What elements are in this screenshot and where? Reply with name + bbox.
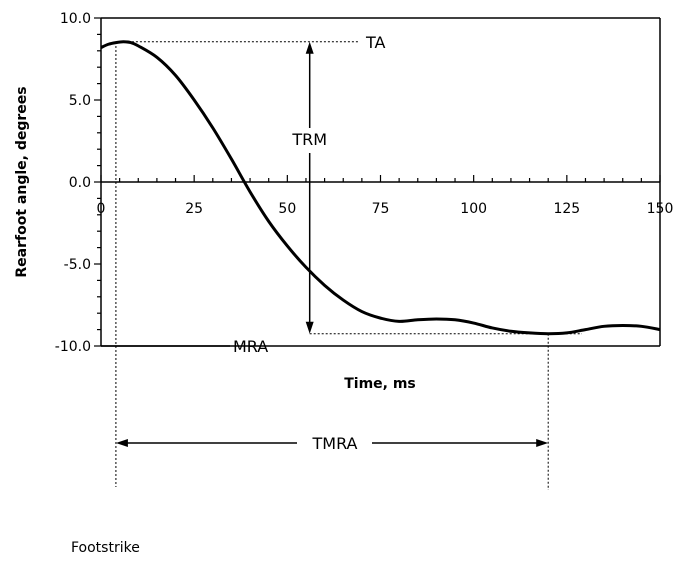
x-tick-label: 75: [372, 201, 390, 217]
y-tick-label: -5.0: [64, 257, 91, 273]
x-tick-label: 150: [647, 201, 674, 217]
tmra-arrowhead-left: [115, 439, 128, 447]
trm-arrowhead-down: [305, 321, 314, 334]
y-axis-title: Rearfoot angle, degrees: [14, 86, 30, 277]
y-tick-label: 5.0: [69, 93, 91, 109]
rearfoot-angle-line: [100, 40, 661, 336]
mra-label: MRA: [233, 337, 268, 356]
x-axis-title: Time, ms: [344, 376, 416, 392]
ta-label: TA: [365, 33, 386, 52]
y-tick-label: -10.0: [55, 339, 91, 355]
x-tick-label: 125: [553, 201, 580, 217]
x-tick-label: 0: [97, 201, 106, 217]
tmra-label: TMRA: [312, 434, 358, 453]
x-tick-label: 25: [185, 201, 203, 217]
x-tick-label: 50: [278, 201, 296, 217]
footstrike-label: Footstrike: [71, 540, 140, 556]
x-tick-label: 100: [460, 201, 487, 217]
tmra-arrowhead-right: [536, 439, 549, 447]
trm-arrowhead-up: [305, 41, 314, 54]
trm-label: TRM: [291, 130, 327, 149]
y-tick-label: 0.0: [69, 175, 91, 191]
y-tick-label: 10.0: [60, 11, 91, 27]
